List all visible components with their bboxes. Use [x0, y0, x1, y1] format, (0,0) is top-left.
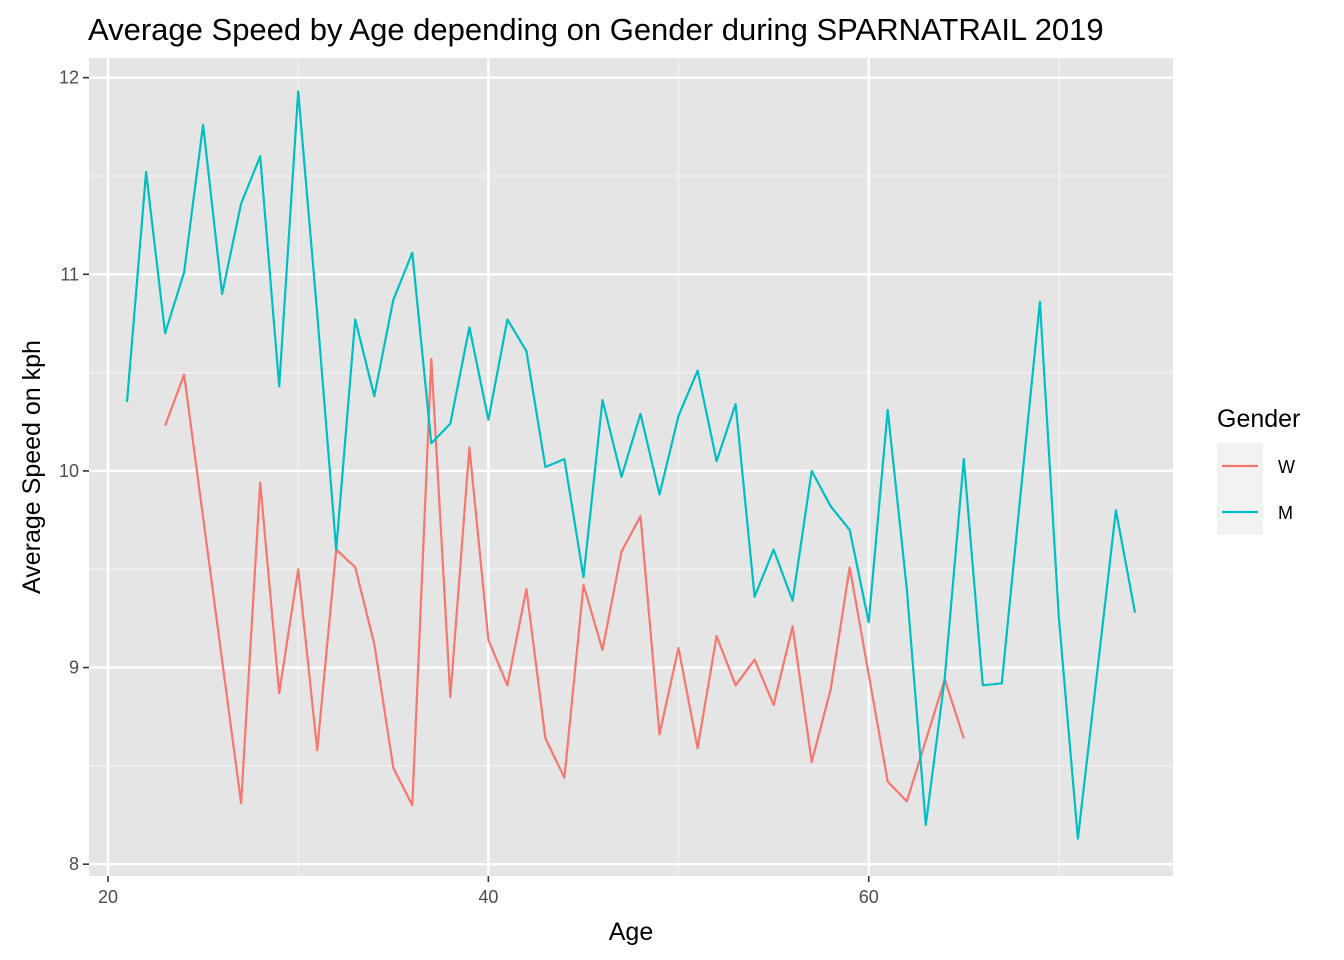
legend-label-m: M [1278, 503, 1293, 523]
y-axis-title: Average Speed on kph [18, 340, 46, 594]
chart-title: Average Speed by Age depending on Gender… [88, 12, 1104, 47]
y-tick-label: 10 [59, 461, 79, 481]
plot-panel [89, 58, 1173, 876]
x-tick-label: 60 [859, 887, 879, 907]
y-tick-label: 9 [69, 658, 79, 678]
series-lines [125, 90, 1137, 840]
series-line-m [125, 90, 1137, 840]
axes: 20 40 60 8 9 10 11 12 [59, 68, 879, 907]
legend-label-w: W [1278, 457, 1295, 477]
y-tick-label: 8 [69, 854, 79, 874]
legend-title: Gender [1217, 405, 1300, 433]
x-tick-label: 20 [98, 887, 118, 907]
y-tick-label: 12 [59, 68, 79, 88]
y-tick-label: 11 [60, 264, 79, 284]
x-axis-title: Age [609, 918, 653, 946]
series-line-w [164, 357, 965, 807]
minor-gridlines [89, 58, 1173, 876]
x-tick-label: 40 [478, 887, 498, 907]
legend: Gender W M [1217, 405, 1300, 535]
